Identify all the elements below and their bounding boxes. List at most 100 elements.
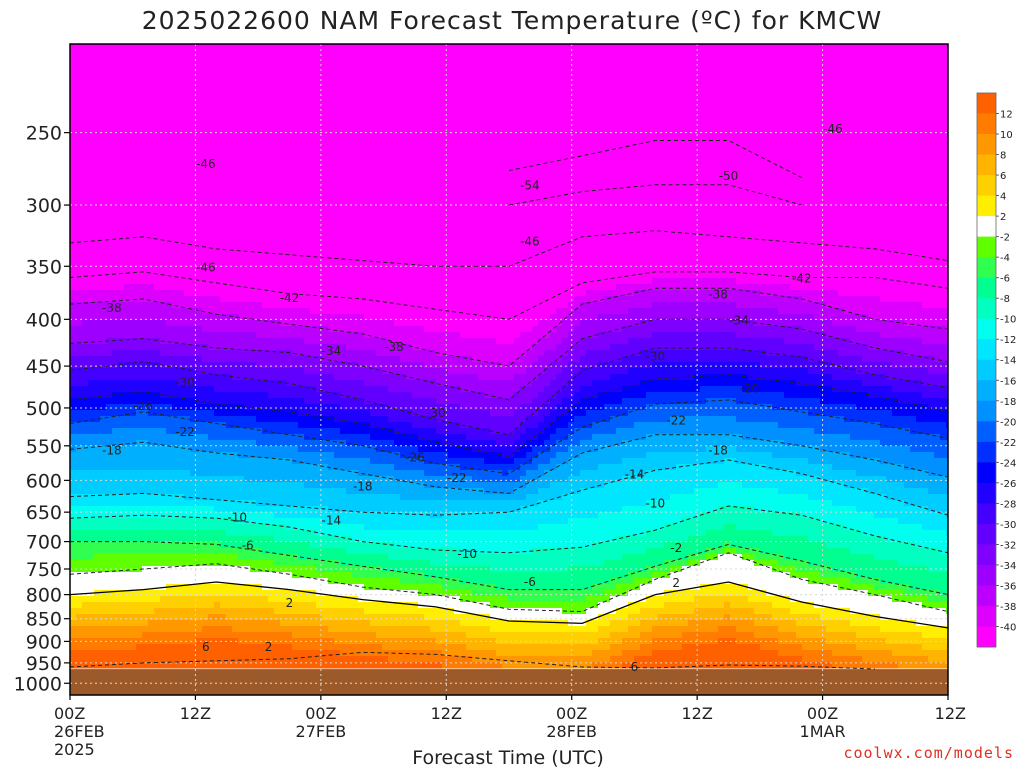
contour-label: 6 xyxy=(631,660,639,674)
contour-label: -18 xyxy=(708,443,728,457)
colorbar-label: -20 xyxy=(1000,417,1016,428)
colorbar-swatch xyxy=(977,503,996,525)
contour-label: -14 xyxy=(625,468,645,482)
y-axis: 2503003504004505005506006507007508008509… xyxy=(14,123,70,695)
colorbar-label: -12 xyxy=(1000,335,1016,346)
y-tick-label: 300 xyxy=(26,195,62,217)
y-tick-label: 1000 xyxy=(14,673,62,695)
colorbar-swatch xyxy=(977,93,996,115)
colorbar-label: -6 xyxy=(1000,274,1010,285)
contour-label: 2 xyxy=(265,640,273,654)
x-axis-label: Forecast Time (UTC) xyxy=(412,747,603,768)
colorbar-label: -30 xyxy=(1000,520,1016,531)
plot-frame xyxy=(69,43,949,696)
contour-label: 6 xyxy=(202,640,210,654)
colorbar-swatch xyxy=(977,359,996,381)
x-tick-date: 27FEB xyxy=(296,722,347,741)
colorbar-label: -26 xyxy=(1000,479,1016,490)
y-tick-label: 250 xyxy=(26,123,62,145)
contour-label: -30 xyxy=(646,349,666,363)
colorbar-label: 10 xyxy=(1000,130,1013,141)
plot-fill-layer xyxy=(70,44,948,695)
colorbar-swatch xyxy=(977,523,996,545)
contour-label: -46 xyxy=(823,122,843,136)
contour-label: 2 xyxy=(672,576,680,590)
colorbar-label: 4 xyxy=(1000,192,1006,203)
colorbar-border xyxy=(976,92,997,648)
colorbar-swatch xyxy=(977,441,996,463)
colorbar-swatch xyxy=(977,216,996,238)
x-tick-label: 12Z xyxy=(180,704,211,723)
colorbar-label: -22 xyxy=(1000,438,1016,449)
colorbar-label: -38 xyxy=(1000,602,1016,613)
isotherm-line xyxy=(70,581,948,629)
y-tick-label: 700 xyxy=(26,532,62,554)
colorbar-swatch xyxy=(977,585,996,607)
colorbar-label: -16 xyxy=(1000,376,1016,387)
colorbar-label: -28 xyxy=(1000,499,1016,510)
isotherm-line xyxy=(70,271,948,320)
contour-label: -6 xyxy=(242,538,254,552)
contour-label: -26 xyxy=(405,450,425,464)
colorbar-swatch xyxy=(977,175,996,197)
contour-label: -22 xyxy=(666,414,686,428)
contour-label: -46 xyxy=(196,157,216,171)
x-tick-label: 00Z xyxy=(807,704,838,723)
colorbar-label: 8 xyxy=(1000,151,1006,162)
contour-label: -38 xyxy=(102,301,122,315)
colorbar-swatch xyxy=(977,380,996,402)
x-tick-label: 12Z xyxy=(431,704,462,723)
colorbar-swatch xyxy=(977,195,996,217)
ground-surface xyxy=(70,669,948,695)
colorbar-swatch xyxy=(977,482,996,504)
contour-label: -26 xyxy=(740,382,760,396)
y-tick-label: 600 xyxy=(26,470,62,492)
colorbar-swatch xyxy=(977,564,996,586)
colorbar-label: -40 xyxy=(1000,622,1016,633)
colorbar-swatch xyxy=(977,277,996,299)
isotherm-contours xyxy=(70,140,948,670)
isotherm-line xyxy=(508,140,802,179)
colorbar-label: -8 xyxy=(1000,294,1010,305)
contour-label: -22 xyxy=(175,425,195,439)
contour-label: -54 xyxy=(520,179,540,193)
contour-label: -14 xyxy=(322,513,342,527)
isotherm-line xyxy=(70,287,948,367)
x-tick-label: 12Z xyxy=(935,704,966,723)
contour-label: -10 xyxy=(457,547,477,561)
colorbar-swatch xyxy=(977,318,996,340)
colorbar: 12 10 8 6 4 2 -2 -4 -6 -8 -10 -12 -14 -16 -18 -20 -22 -24… xyxy=(976,92,1016,648)
isotherm-line xyxy=(70,374,948,458)
colorbar-swatch xyxy=(977,113,996,135)
colorbar-label: -24 xyxy=(1000,458,1016,469)
colorbar-swatch xyxy=(977,462,996,484)
contour-label: -2 xyxy=(670,541,682,555)
colorbar-label: 2 xyxy=(1000,212,1006,223)
isotherm-line xyxy=(70,505,948,554)
colorbar-label: -4 xyxy=(1000,253,1010,264)
colorbar-swatch xyxy=(977,257,996,279)
colorbar-label: -14 xyxy=(1000,356,1016,367)
colorbar-label: -32 xyxy=(1000,540,1016,551)
contour-label: -42 xyxy=(280,291,300,305)
contour-label: -10 xyxy=(646,496,666,510)
x-tick-label: 00Z xyxy=(305,704,336,723)
isotherm-line xyxy=(70,230,948,267)
y-tick-label: 800 xyxy=(26,585,62,607)
contour-label: -10 xyxy=(227,510,247,524)
y-tick-label: 450 xyxy=(26,356,62,378)
isotherm-line xyxy=(70,552,948,613)
isotherm-line xyxy=(70,541,948,596)
colorbar-swatch xyxy=(977,298,996,320)
colorbar-swatch xyxy=(977,339,996,361)
colorbar-swatch xyxy=(977,626,996,648)
x-tick-date: 26FEB xyxy=(54,722,105,741)
colorbar-label: -10 xyxy=(1000,315,1016,326)
contour-label: -6 xyxy=(524,575,536,589)
contour-labels: -46-46-42-38-38-34-30-26-22-18-30-26-22-… xyxy=(102,122,843,674)
contour-label: -22 xyxy=(447,471,467,485)
x-tick-label: 00Z xyxy=(54,704,85,723)
plot-border xyxy=(69,43,949,696)
